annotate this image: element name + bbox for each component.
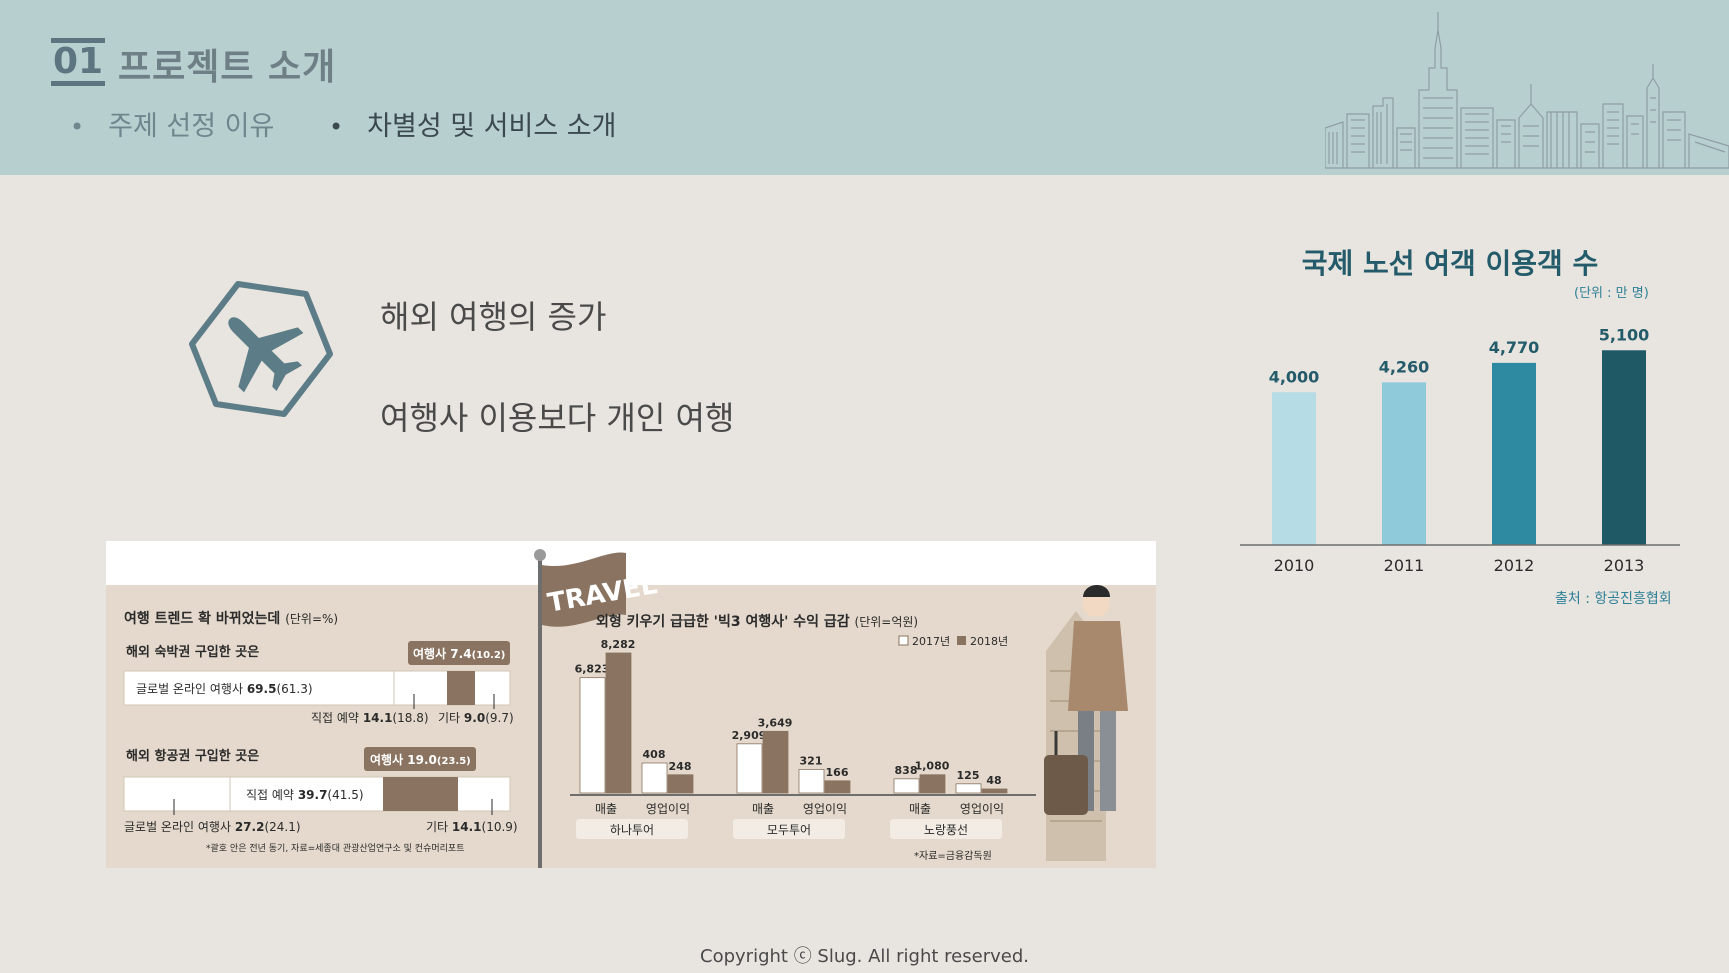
bar-2012	[1492, 362, 1536, 545]
traveler-illustration	[1036, 585, 1156, 868]
legend-2017: 2017년	[912, 635, 950, 648]
left-panel-title: 여행 트렌드 확 바뀌었는데 (단위=%)	[124, 610, 338, 627]
air-direct-label: 직접 예약 39.7(41.5)	[246, 787, 364, 802]
company-bar	[667, 774, 694, 794]
company-bar	[919, 774, 946, 794]
company-bar-value: 3,649	[758, 716, 793, 729]
nav-item-label: 차별성 및 서비스 소개	[367, 111, 617, 142]
city-skyline-icon	[1325, 12, 1729, 169]
air-label: 해외 항공권 구입한 곳은	[126, 748, 259, 764]
right-panel-title: 외형 키우기 급급한 '빅3 여행사' 수익 급감 (단위=억원)	[596, 613, 918, 630]
company-bar-value: 48	[986, 774, 1001, 787]
chart-source: 출처 : 항공진흥협회	[1555, 591, 1672, 607]
hotel-online-label: 글로벌 온라인 여행사 69.5(61.3)	[136, 681, 313, 696]
hotel-direct-label: 직접 예약 14.1(18.8)	[311, 710, 429, 725]
company-bar	[955, 783, 982, 794]
company-bar-value: 166	[826, 766, 849, 779]
bar-2010	[1272, 392, 1316, 545]
hotel-label: 해외 숙박권 구입한 곳은	[126, 644, 259, 660]
company-bar	[981, 788, 1008, 794]
company-tag	[576, 819, 688, 839]
nav-item-label: 주제 선정 이유	[108, 111, 275, 142]
bar-value-label: 4,260	[1379, 357, 1430, 376]
point-overseas-travel: 해외 여행의 증가	[380, 298, 607, 336]
company-tag	[733, 819, 845, 839]
company-bar	[579, 677, 606, 794]
bar-2011	[1382, 382, 1426, 545]
company-bar	[762, 730, 789, 794]
copyright-footer: Copyright ⓒ Slug. All right reserved.	[700, 946, 1029, 967]
company-bar-value: 6,823	[575, 663, 610, 676]
company-name: 하나투어	[610, 823, 654, 837]
header-banner: 01 프로젝트 소개 • 주제 선정 이유 • 차별성 및 서비스 소개	[0, 0, 1729, 175]
point-individual-travel: 여행사 이용보다 개인 여행	[380, 399, 735, 437]
air-online-label: 글로벌 온라인 여행사 27.2(24.1)	[124, 819, 301, 834]
company-bar	[893, 778, 920, 794]
company-bar-value: 408	[643, 748, 666, 761]
metric-label: 매출	[909, 802, 931, 816]
company-bar	[605, 652, 632, 794]
legend-2018: 2018년	[970, 635, 1008, 648]
nav-item-service-intro[interactable]: • 차별성 및 서비스 소개	[329, 104, 616, 143]
company-bar	[798, 768, 825, 794]
section-title: 프로젝트 소개	[118, 47, 337, 88]
company-bar-value: 248	[669, 760, 692, 773]
company-bar	[736, 743, 763, 794]
metric-label: 영업이익	[960, 802, 1004, 816]
company-bar-value: 321	[800, 754, 823, 767]
right-note: *자료=금융감독원	[914, 850, 992, 862]
company-bar	[641, 762, 668, 794]
company-bar-value: 125	[957, 769, 980, 782]
company-bar-value: 1,080	[915, 760, 950, 773]
category-label: 2012	[1494, 556, 1535, 575]
company-tag	[890, 819, 1002, 839]
category-label: 2013	[1604, 556, 1645, 575]
category-label: 2010	[1274, 556, 1315, 575]
nav-item-topic-reason[interactable]: • 주제 선정 이유	[70, 104, 274, 143]
bullet-icon: •	[329, 113, 344, 141]
category-label: 2011	[1384, 556, 1425, 575]
bar-value-label: 5,100	[1599, 325, 1650, 344]
bar-value-label: 4,000	[1269, 367, 1320, 386]
passenger-bar-chart: 4,000 2010 4,260 2011 4,770 2012 5,100 2013	[1240, 325, 1680, 575]
company-bar-value: 8,282	[601, 638, 636, 651]
metric-label: 매출	[752, 802, 774, 816]
company-name: 노랑풍선	[924, 823, 968, 837]
metric-label: 영업이익	[803, 802, 847, 816]
metric-label: 영업이익	[646, 802, 690, 816]
hotel-agency-label: 여행사 7.4(10.2)	[413, 646, 505, 661]
air-etc-label: 기타 14.1(10.9)	[426, 820, 518, 834]
chart-title: 국제 노선 여객 이용객 수	[1301, 247, 1599, 280]
travel-trend-infographic: 여행 트렌드 확 바뀌었는데 (단위=%) 해외 숙박권 구입한 곳은 여행사 …	[106, 541, 1156, 868]
bullet-icon: •	[70, 113, 85, 141]
company-name: 모두투어	[767, 823, 811, 837]
hotel-etc-label: 기타 9.0(9.7)	[438, 711, 514, 725]
chart-unit: (단위 : 만 명)	[1574, 286, 1649, 301]
company-bar-value: 2,909	[732, 729, 767, 742]
bar-2013	[1602, 350, 1646, 545]
company-bar	[824, 780, 851, 794]
air-agency-label: 여행사 19.0(23.5)	[370, 752, 471, 767]
company-bar-value: 838	[895, 764, 918, 777]
metric-label: 매출	[595, 802, 617, 816]
left-note: *괄호 안은 전년 동기, 자료=세종대 관광산업연구소 및 컨슈머리포트	[206, 842, 465, 854]
bar-value-label: 4,770	[1489, 338, 1540, 357]
airplane-icon	[189, 281, 333, 417]
section-number: 01	[51, 38, 106, 86]
